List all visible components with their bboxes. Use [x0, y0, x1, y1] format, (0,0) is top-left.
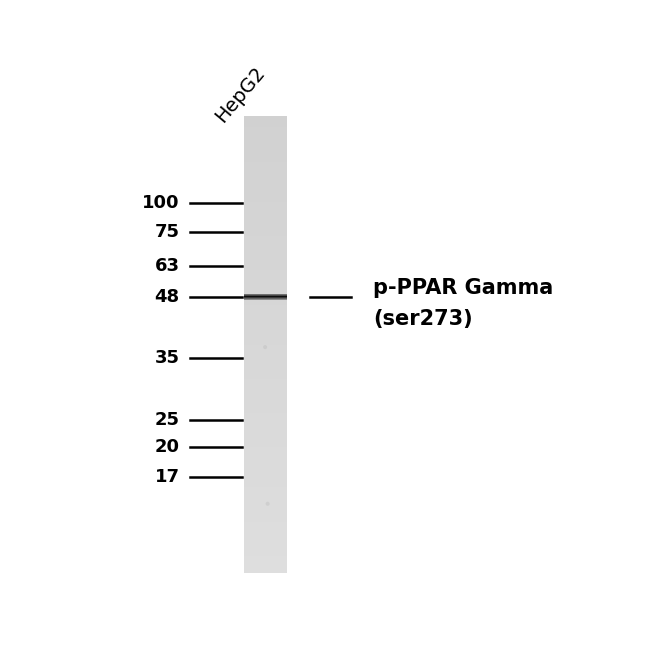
Bar	[244, 133, 287, 139]
Text: HepG2: HepG2	[212, 63, 269, 126]
Text: 35: 35	[155, 350, 179, 368]
Text: 20: 20	[155, 438, 179, 456]
Bar	[244, 150, 287, 156]
Bar	[244, 305, 287, 310]
Text: 63: 63	[155, 257, 179, 275]
Bar	[244, 247, 287, 253]
Bar	[244, 339, 287, 345]
Bar	[244, 516, 287, 522]
Bar	[244, 373, 287, 379]
Bar	[244, 368, 287, 373]
Bar	[244, 185, 287, 190]
Bar	[244, 533, 287, 539]
Bar	[244, 550, 287, 556]
Bar	[244, 522, 287, 528]
Circle shape	[263, 345, 267, 349]
Bar	[244, 470, 287, 476]
Bar	[244, 476, 287, 482]
Bar	[244, 156, 287, 161]
Circle shape	[266, 502, 270, 506]
Bar	[244, 408, 287, 413]
Bar	[244, 265, 287, 270]
Bar	[244, 350, 287, 356]
Bar	[244, 287, 287, 293]
Bar	[244, 196, 287, 201]
Bar	[244, 493, 287, 499]
Bar	[244, 127, 287, 133]
Bar	[244, 293, 287, 299]
Bar	[244, 225, 287, 230]
Bar	[244, 173, 287, 179]
Bar	[244, 379, 287, 385]
Bar	[244, 327, 287, 333]
Bar	[244, 482, 287, 488]
Bar	[244, 281, 287, 287]
Text: (ser273): (ser273)	[373, 309, 473, 329]
Bar	[244, 139, 287, 145]
Bar	[244, 299, 287, 305]
Bar	[244, 385, 287, 390]
Bar	[244, 562, 287, 568]
Bar	[244, 276, 287, 281]
Bar	[244, 488, 287, 493]
Bar	[244, 333, 287, 339]
Bar	[244, 499, 287, 504]
Text: 100: 100	[142, 194, 179, 212]
Bar	[244, 201, 287, 207]
Bar	[244, 436, 287, 442]
Bar	[244, 424, 287, 430]
Bar	[244, 396, 287, 402]
Bar	[244, 219, 287, 225]
Bar	[244, 453, 287, 459]
Bar	[244, 464, 287, 470]
Bar	[244, 390, 287, 396]
Bar	[244, 236, 287, 241]
Bar	[244, 402, 287, 408]
Bar	[244, 345, 287, 350]
Bar	[244, 556, 287, 562]
Bar	[244, 310, 287, 316]
Bar	[244, 179, 287, 185]
Bar	[244, 504, 287, 510]
Bar	[244, 259, 287, 265]
Bar	[244, 161, 287, 167]
Bar	[244, 430, 287, 436]
Bar	[244, 253, 287, 259]
Bar	[244, 544, 287, 550]
Bar	[244, 419, 287, 424]
Text: p-PPAR Gamma: p-PPAR Gamma	[373, 278, 554, 298]
Bar	[244, 459, 287, 464]
Bar	[244, 121, 287, 127]
Bar	[244, 510, 287, 516]
Bar	[244, 362, 287, 368]
Bar	[244, 213, 287, 219]
Text: 25: 25	[155, 411, 179, 429]
Bar	[244, 321, 287, 327]
Text: 75: 75	[155, 223, 179, 241]
Bar	[244, 190, 287, 196]
Bar	[244, 167, 287, 173]
Bar	[244, 241, 287, 247]
Bar	[244, 448, 287, 453]
Bar	[244, 442, 287, 448]
Bar	[244, 316, 287, 321]
Bar	[244, 568, 287, 573]
Bar	[244, 413, 287, 419]
Bar	[244, 207, 287, 213]
Bar	[244, 116, 287, 121]
Bar	[244, 356, 287, 362]
Bar	[244, 145, 287, 150]
Bar	[244, 230, 287, 236]
Text: 48: 48	[154, 287, 179, 305]
Bar	[244, 539, 287, 544]
Bar	[244, 270, 287, 276]
Text: 17: 17	[155, 468, 179, 486]
Bar	[244, 528, 287, 533]
